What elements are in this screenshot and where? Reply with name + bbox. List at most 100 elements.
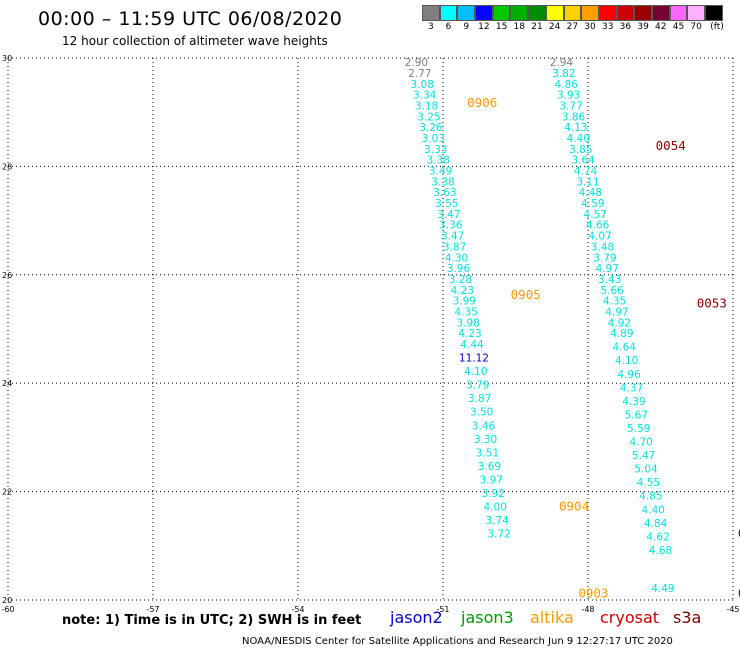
- legend-label: 39: [637, 22, 649, 32]
- swh-value-label: 3.30: [474, 434, 497, 446]
- x-tick-label: -57: [146, 605, 159, 614]
- swh-value-label: 3.97: [480, 474, 503, 486]
- legend-label: 30: [584, 22, 596, 32]
- swh-value-label: 3.47: [441, 231, 464, 243]
- swh-value-label: 3.74: [485, 515, 509, 527]
- swh-value-label: 4.85: [639, 491, 662, 503]
- time-label: 0906: [467, 95, 497, 110]
- swh-value-label: 4.86: [555, 79, 579, 91]
- swh-value-label: 3.34: [413, 90, 437, 102]
- y-tick-label: 20: [2, 596, 12, 605]
- swh-value-label: 3.86: [562, 111, 586, 123]
- footer-note: note: 1) Time is in UTC; 2) SWH is in fe…: [62, 613, 362, 628]
- swh-value-label: 4.96: [617, 369, 641, 381]
- color-legend-labels: 3 6 9 12 15 18 21 24 27 30 33 36 39 42 45 70 (ft): [422, 22, 729, 32]
- swh-value-label: 3.03: [422, 133, 445, 145]
- legend-label: 45: [672, 22, 685, 32]
- legend-swatch: [634, 5, 652, 21]
- swh-value-label: 3.64: [571, 155, 595, 167]
- swh-value-label: 5.47: [632, 450, 655, 462]
- swh-value-label: 4.64: [613, 342, 637, 354]
- chart-subtitle: 12 hour collection of altimeter wave hei…: [62, 34, 328, 48]
- swh-value-label: 2.90: [405, 57, 428, 69]
- swh-value-label: 3.72: [487, 529, 510, 541]
- swh-value-label: 4.39: [622, 396, 645, 408]
- swh-value-label: 4.49: [651, 583, 674, 595]
- legend-label: 3: [427, 22, 434, 32]
- legend-label: 21: [531, 22, 543, 32]
- satellite-s3a: s3a: [673, 608, 702, 627]
- legend-swatch: [598, 5, 617, 21]
- swh-value-label: 4.57: [584, 209, 607, 221]
- swh-value-label: 3.18: [415, 100, 438, 112]
- swh-value-label: 4.40: [567, 133, 590, 145]
- legend-label: (ft): [710, 22, 724, 32]
- swh-value-label: 3.47: [437, 209, 460, 221]
- swh-value-label: 4.13: [564, 122, 587, 134]
- legend-swatch: [545, 5, 564, 21]
- legend-swatch: [492, 5, 511, 21]
- time-label: 0905: [511, 287, 541, 302]
- swh-value-label: 4.92: [608, 317, 631, 329]
- swh-value-label: 4.30: [445, 252, 468, 264]
- time-label: 0904: [559, 499, 589, 514]
- x-tick-label: -60: [1, 605, 14, 614]
- legend-label: 24: [548, 22, 561, 32]
- swh-value-label: 3.87: [443, 241, 466, 253]
- swh-value-label: 4.35: [455, 306, 478, 318]
- legend-swatch: [651, 5, 670, 21]
- swh-value-label: 2.94: [550, 57, 574, 69]
- legend-label: 6: [445, 22, 452, 32]
- legend-swatch: [616, 5, 635, 21]
- time-label: 00: [738, 585, 740, 600]
- swh-value-label: 3.25: [417, 111, 440, 123]
- swh-value-label: 3.33: [424, 144, 447, 156]
- legend-label: 33: [601, 22, 614, 32]
- x-tick-label: -54: [291, 605, 304, 614]
- swh-value-label: 4.97: [605, 306, 628, 318]
- color-legend: [422, 5, 723, 21]
- swh-value-label: 3.79: [466, 380, 489, 392]
- x-tick-label: -48: [581, 605, 594, 614]
- satellite-altika: altika: [530, 608, 574, 627]
- swh-value-label: 3.63: [433, 187, 456, 199]
- swh-value-label: 3.43: [598, 274, 621, 286]
- swh-value-label: 3.92: [482, 488, 505, 500]
- swh-value-label: 4.00: [484, 502, 507, 514]
- swh-value-label: 4.66: [586, 220, 610, 232]
- swh-value-label: 4.10: [464, 366, 487, 378]
- swh-value-label: 3.77: [559, 100, 582, 112]
- legend-label: 12: [478, 22, 490, 32]
- swh-value-label: 3.96: [447, 263, 471, 275]
- legend-label: 15: [495, 22, 508, 32]
- legend-label: 70: [690, 22, 702, 32]
- swh-value-label: 3.26: [419, 122, 443, 134]
- swh-value-label: 3.08: [411, 79, 434, 91]
- swh-value-label: 4.35: [603, 296, 626, 308]
- time-label: 0053: [697, 295, 727, 310]
- legend-swatch: [422, 5, 440, 21]
- legend-swatch: [528, 5, 546, 21]
- swh-value-label: 4.84: [644, 518, 668, 530]
- y-tick-label: 28: [2, 162, 12, 171]
- legend-label: 27: [566, 22, 579, 32]
- swh-value-label: 4.97: [596, 263, 619, 275]
- satellite-jason3: jason3: [461, 608, 514, 627]
- legend-swatch: [669, 5, 688, 21]
- swh-value-label: 4.23: [458, 328, 481, 340]
- swh-value-label: 4.89: [610, 328, 633, 340]
- swh-value-label: 3.46: [472, 420, 496, 432]
- swh-value-label: 4.48: [579, 187, 602, 199]
- swh-value-label: 3.38: [426, 155, 449, 167]
- swh-value-label: 5.67: [625, 409, 648, 421]
- swh-value-label: 4.44: [460, 339, 484, 351]
- swh-value-label: 3.50: [470, 407, 493, 419]
- swh-value-label: 3.93: [557, 90, 580, 102]
- swh-value-label: 11.12: [459, 353, 489, 365]
- legend-swatch: [475, 5, 493, 21]
- legend-label: 18: [513, 22, 525, 32]
- legend-swatch: [510, 5, 529, 21]
- swh-value-label: 3.55: [435, 198, 458, 210]
- swh-value-label: 3.85: [569, 144, 592, 156]
- swh-value-label: 3.49: [429, 166, 452, 178]
